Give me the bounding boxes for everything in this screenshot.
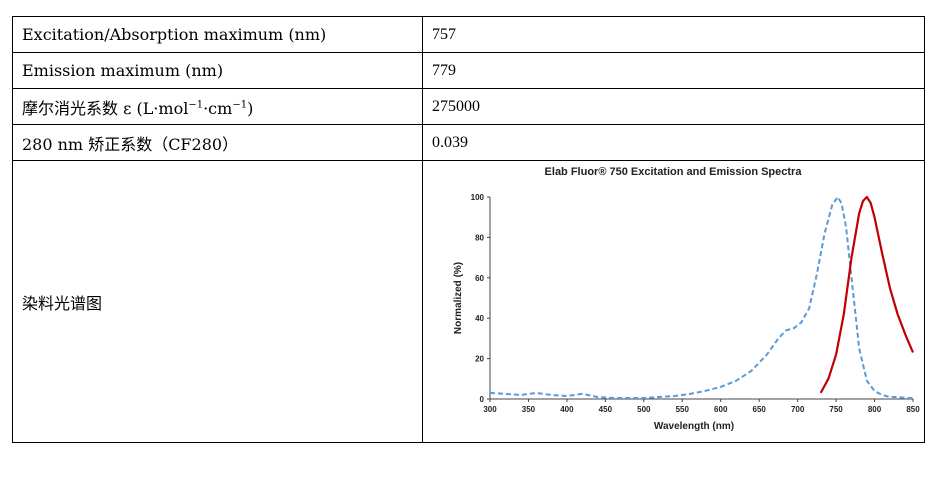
x-tick-label: 450 — [599, 405, 613, 414]
spectrum-label: 染料光谱图 — [12, 160, 423, 443]
x-tick-label: 750 — [829, 405, 843, 414]
x-tick-label: 800 — [868, 405, 882, 414]
x-tick-label: 350 — [522, 405, 536, 414]
y-tick-label: 40 — [475, 314, 484, 323]
chart-y-axis-label: Normalized (%) — [453, 262, 464, 334]
row-extinction: 摩尔消光系数 ε (L·mol−1·cm−1) 275000 — [12, 88, 925, 125]
extinction-label-mid: ·cm — [203, 98, 233, 118]
extinction-label-suffix: ) — [247, 98, 254, 118]
y-tick-label: 20 — [475, 355, 484, 364]
emission-label: Emission maximum (nm) — [12, 52, 423, 89]
properties-table: Excitation/Absorption maximum (nm) 757 E… — [12, 16, 925, 443]
x-tick-label: 700 — [791, 405, 805, 414]
extinction-label: 摩尔消光系数 ε (L·mol−1·cm−1) — [12, 88, 423, 125]
emission-value: 779 — [422, 52, 925, 89]
emission-series-line — [819, 195, 915, 394]
extinction-label-sup2: −1 — [232, 99, 248, 111]
chart-x-axis-label: Wavelength (nm) — [654, 421, 734, 432]
x-tick-label: 850 — [906, 405, 920, 414]
extinction-label-sup1: −1 — [188, 99, 204, 111]
spectrum-chart: Elab Fluor® 750 Excitation and Emission … — [453, 166, 921, 432]
x-tick-label: 550 — [676, 405, 690, 414]
x-tick-label: 400 — [560, 405, 574, 414]
excitation-value: 757 — [422, 16, 925, 53]
x-tick-label: 300 — [483, 405, 497, 414]
x-tick-label: 650 — [753, 405, 767, 414]
excitation-label: Excitation/Absorption maximum (nm) — [12, 16, 423, 53]
chart-title: Elab Fluor® 750 Excitation and Emission … — [545, 166, 803, 178]
chart-axes: 300 350 400 450 500 550 600 650 700 750 800 850 0 20 4… — [471, 193, 921, 414]
row-correction: 280 nm 矫正系数（CF280） 0.039 — [12, 124, 925, 161]
x-tick-label: 500 — [637, 405, 651, 414]
correction-label: 280 nm 矫正系数（CF280） — [12, 124, 423, 161]
extinction-label-prefix: 摩尔消光系数 ε (L·mol — [22, 98, 189, 118]
row-excitation: Excitation/Absorption maximum (nm) 757 — [12, 16, 925, 53]
chart-series — [489, 195, 915, 399]
y-tick-label: 80 — [475, 233, 484, 242]
correction-value: 0.039 — [422, 124, 925, 161]
row-emission: Emission maximum (nm) 779 — [12, 52, 925, 89]
excitation-series-line — [489, 196, 913, 399]
y-tick-label: 60 — [475, 274, 484, 283]
extinction-value: 275000 — [422, 88, 925, 125]
row-spectrum: 染料光谱图 Elab Fluor® 750 Excitation and Emi… — [12, 160, 925, 443]
spectrum-chart-cell: Elab Fluor® 750 Excitation and Emission … — [422, 160, 925, 443]
x-tick-label: 600 — [714, 405, 728, 414]
y-tick-label: 0 — [480, 395, 485, 404]
y-tick-label: 100 — [471, 193, 485, 202]
